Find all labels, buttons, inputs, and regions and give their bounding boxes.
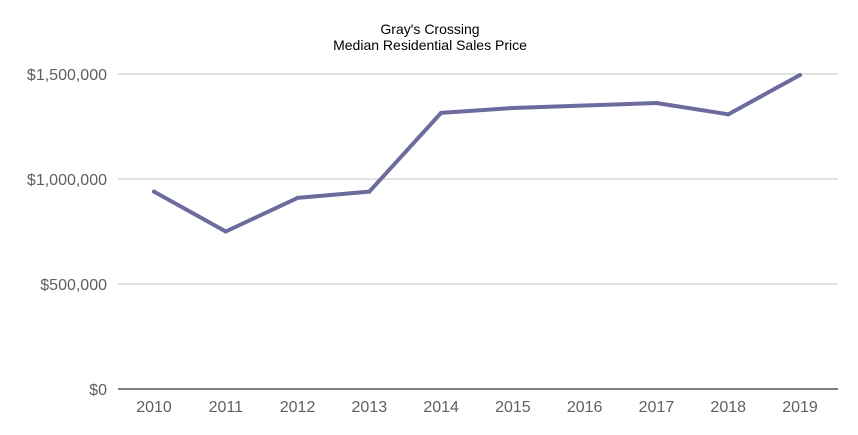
series-group xyxy=(152,73,802,234)
x-axis-tick-labels: 2010 2011 2012 2013 2014 2015 2016 2017 2018 2019 xyxy=(136,399,818,416)
x-tick-label: 2016 xyxy=(567,399,603,416)
x-tick-label: 2010 xyxy=(136,399,172,416)
y-axis-tick-labels: $0 $500,000 $1,000,000 $1,500,000 xyxy=(27,67,107,399)
data-point xyxy=(439,110,444,115)
data-point xyxy=(367,189,372,194)
x-tick-label: 2013 xyxy=(352,399,388,416)
x-tick-label: 2011 xyxy=(209,399,244,416)
data-point xyxy=(510,106,515,111)
data-point xyxy=(582,103,587,108)
chart-title: Gray's Crossing xyxy=(380,21,479,37)
x-tick-label: 2017 xyxy=(639,399,675,416)
data-point xyxy=(152,189,156,194)
x-tick-label: 2015 xyxy=(495,399,531,416)
data-point xyxy=(295,195,300,200)
data-point xyxy=(654,100,659,105)
x-tick-label: 2012 xyxy=(280,399,316,416)
y-tick-label: $500,000 xyxy=(40,277,107,294)
x-tick-label: 2014 xyxy=(423,399,459,416)
data-point xyxy=(223,229,228,234)
x-tick-label: 2019 xyxy=(782,399,818,416)
x-tick-label: 2018 xyxy=(710,399,746,416)
series-line xyxy=(152,73,802,234)
y-tick-label: $1,500,000 xyxy=(27,67,107,84)
data-point xyxy=(726,112,731,117)
chart-subtitle: Median Residential Sales Price xyxy=(333,37,527,53)
gridlines xyxy=(118,73,838,390)
y-tick-label: $1,000,000 xyxy=(27,172,107,189)
y-tick-label: $0 xyxy=(89,382,107,399)
data-point xyxy=(798,73,802,78)
